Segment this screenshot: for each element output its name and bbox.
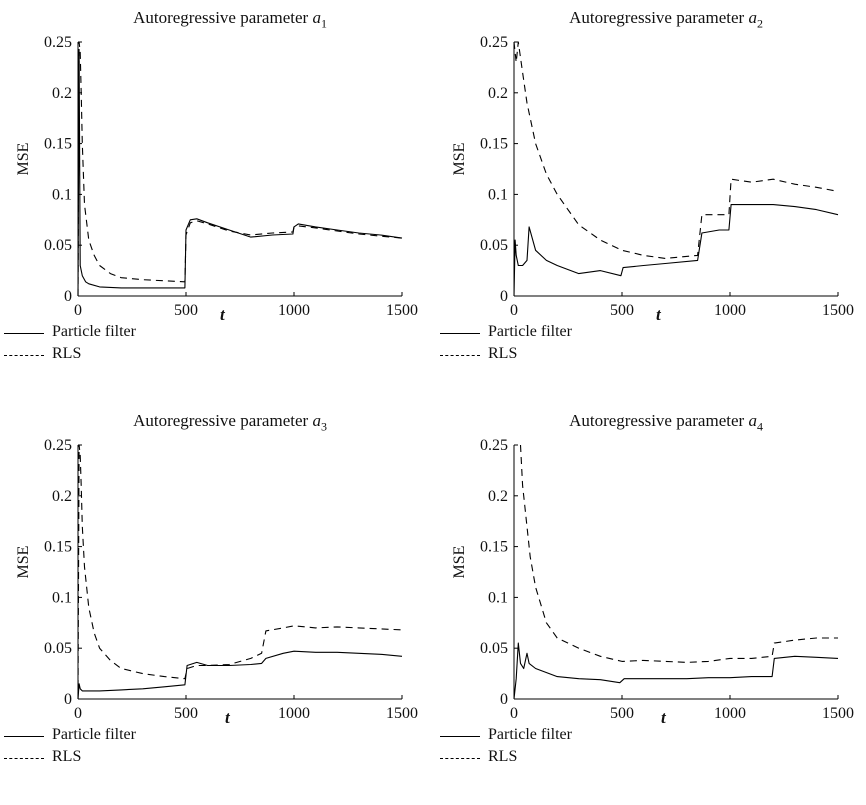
title-index: 4 [756, 419, 763, 434]
y-tick-label: 0.05 [44, 237, 72, 254]
series-line-rls [77, 41, 403, 297]
chart-plot: 0 0.05 0.1 0.15 0.2 0.25 0 500 1000 1500 [44, 34, 418, 319]
x-tick-label: 1000 [278, 302, 310, 319]
title-text: Autoregressive parameter [569, 411, 745, 430]
chart-title: Autoregressive parameter a4 [496, 411, 836, 434]
chart-title: Autoregressive parameter a2 [496, 8, 836, 31]
y-tick-label: 0.1 [488, 589, 508, 606]
y-tick-label: 0 [64, 288, 72, 305]
legend-dashed-swatch [440, 355, 480, 356]
y-tick-label: 0.15 [44, 136, 72, 153]
series-line-particle-filter [77, 51, 403, 297]
legend-label: RLS [488, 748, 518, 765]
x-tick-label: 0 [74, 302, 82, 319]
chart-title: Autoregressive parameter a1 [60, 8, 400, 31]
series-line-rls [519, 444, 838, 663]
legend-solid-swatch [440, 736, 480, 737]
x-axis-label: t [656, 305, 661, 324]
y-tick-label: 0.2 [52, 488, 72, 505]
series-line-rls [513, 41, 839, 259]
y-tick-label: 0 [500, 691, 508, 708]
chart-plot: 0 0.05 0.1 0.15 0.2 0.25 0 500 1000 1500 [480, 437, 854, 722]
chart-plot: 0 0.05 0.1 0.15 0.2 0.25 0 500 1000 1500 [44, 437, 418, 722]
x-tick-label: 0 [74, 705, 82, 722]
series-line-particle-filter [513, 204, 839, 297]
y-tick-label: 0.25 [44, 437, 72, 454]
y-tick-label: 0.2 [488, 85, 508, 102]
y-tick-label: 0.1 [52, 186, 72, 203]
x-axis-label: t [220, 305, 225, 324]
x-tick-label: 500 [174, 705, 198, 722]
title-index: 1 [320, 16, 327, 31]
legend-solid-swatch [4, 333, 44, 334]
title-symbol: a [748, 411, 757, 430]
x-tick-label: 1500 [822, 302, 854, 319]
x-tick-label: 0 [510, 302, 518, 319]
y-tick-label: 0.05 [480, 237, 508, 254]
title-index: 2 [756, 16, 763, 31]
y-tick-label: 0.1 [52, 589, 72, 606]
x-tick-label: 500 [174, 302, 198, 319]
chart-title: Autoregressive parameter a3 [60, 411, 400, 434]
legend-solid-swatch [440, 333, 480, 334]
y-tick-label: 0.1 [488, 186, 508, 203]
legend-label: Particle filter [488, 323, 572, 340]
title-text: Autoregressive parameter [133, 8, 309, 27]
chart-panel-2: Autoregressive parameter a2 MSE t 0 0.05 0… [436, 0, 866, 400]
chart-panel-4: Autoregressive parameter a4 MSE t 0 0.05 0… [436, 403, 866, 803]
y-tick-label: 0.15 [480, 136, 508, 153]
x-tick-label: 500 [610, 302, 634, 319]
x-tick-label: 1000 [714, 302, 746, 319]
legend-label: RLS [52, 748, 82, 765]
chart-plot: 0 0.05 0.1 0.15 0.2 0.25 0 500 1000 1500 [480, 34, 854, 319]
y-tick-label: 0.05 [480, 640, 508, 657]
chart-panel-3: Autoregressive parameter a3 MSE t 0 0.05 0… [0, 403, 430, 803]
legend-label: RLS [488, 345, 518, 362]
y-tick-label: 0.25 [480, 34, 508, 51]
x-axis-label: t [661, 708, 666, 727]
title-symbol: a [748, 8, 757, 27]
series-line-particle-filter [513, 642, 839, 700]
y-tick-label: 0.15 [480, 539, 508, 556]
title-text: Autoregressive parameter [133, 411, 309, 430]
series-line-particle-filter [77, 650, 403, 700]
legend-label: Particle filter [488, 726, 572, 743]
legend-label: Particle filter [52, 323, 136, 340]
legend-label: Particle filter [52, 726, 136, 743]
y-tick-label: 0.2 [488, 488, 508, 505]
y-tick-label: 0.15 [44, 539, 72, 556]
y-tick-label: 0 [500, 288, 508, 305]
x-axis-label: t [225, 708, 230, 727]
legend-dashed-swatch [4, 355, 44, 356]
y-tick-label: 0.2 [52, 85, 72, 102]
x-tick-label: 1500 [386, 302, 418, 319]
x-tick-label: 0 [510, 705, 518, 722]
chart-panel-1: Autoregressive parameter a1 MSE t 0 0.05 0… [0, 0, 430, 400]
legend-dashed-swatch [440, 758, 480, 759]
y-tick-label: 0.25 [480, 437, 508, 454]
y-tick-label: 0.05 [44, 640, 72, 657]
x-tick-label: 500 [610, 705, 634, 722]
x-tick-label: 1000 [278, 705, 310, 722]
title-index: 3 [320, 419, 327, 434]
legend-dashed-swatch [4, 758, 44, 759]
x-tick-label: 1500 [822, 705, 854, 722]
y-tick-label: 0.25 [44, 34, 72, 51]
legend-solid-swatch [4, 736, 44, 737]
title-symbol: a [312, 8, 321, 27]
title-text: Autoregressive parameter [569, 8, 745, 27]
series-line-rls [77, 444, 403, 700]
legend-label: RLS [52, 345, 82, 362]
x-tick-label: 1500 [386, 705, 418, 722]
y-tick-label: 0 [64, 691, 72, 708]
x-tick-label: 1000 [714, 705, 746, 722]
title-symbol: a [312, 411, 321, 430]
